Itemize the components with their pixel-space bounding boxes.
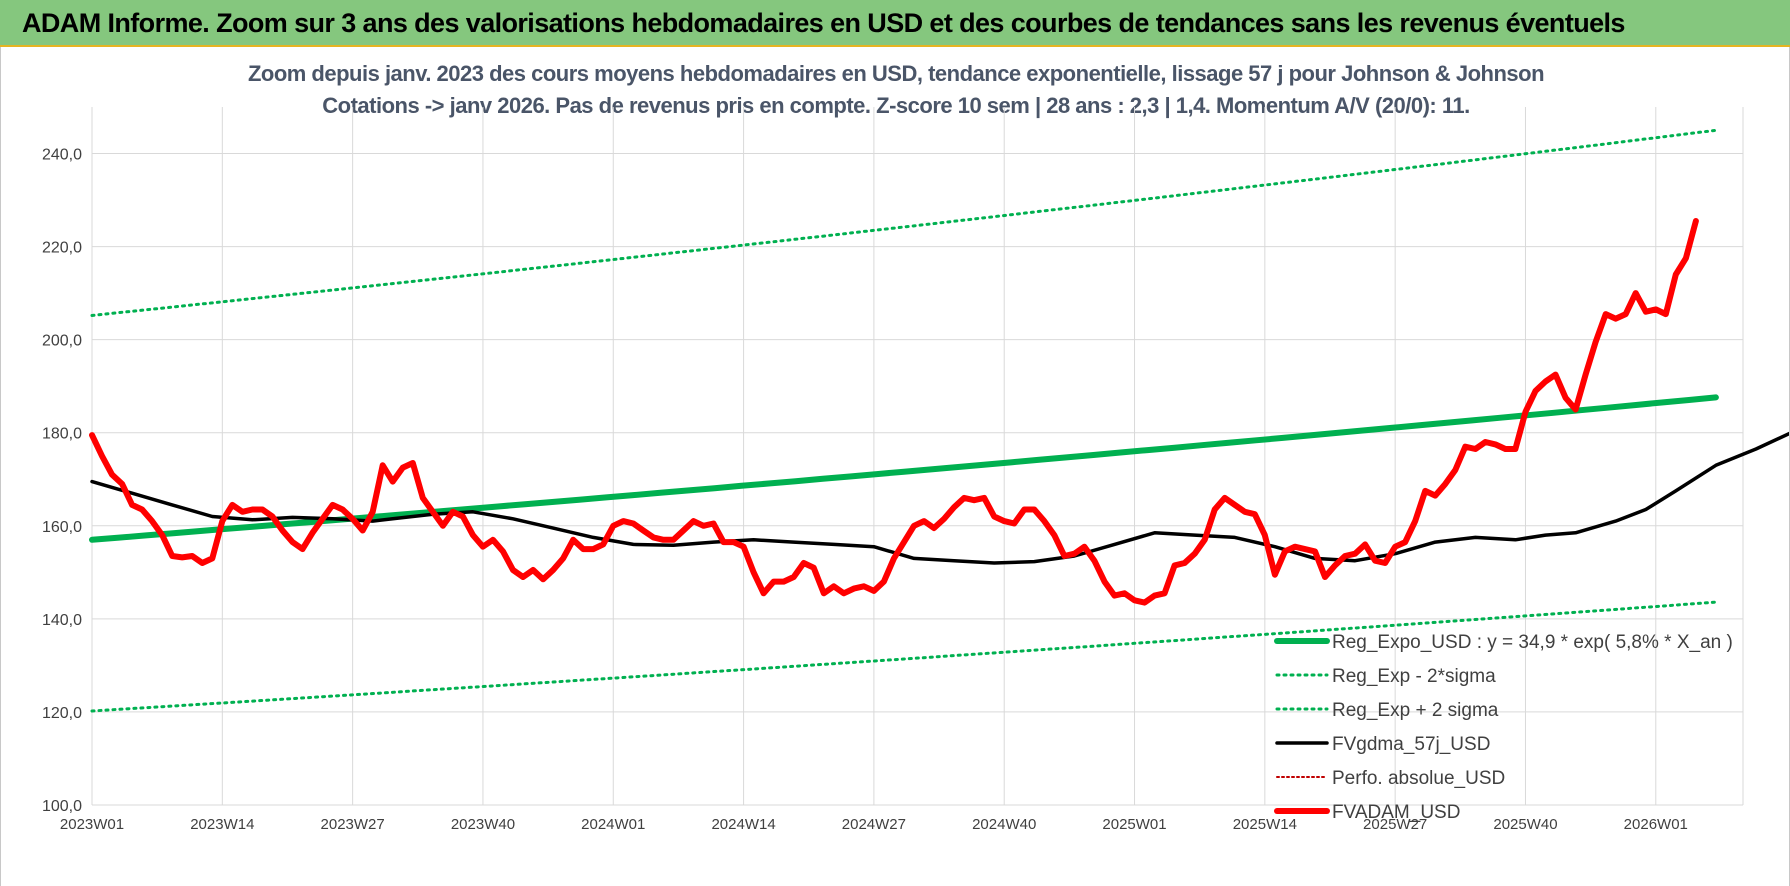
x-tick-label: 2025W14 <box>1233 816 1297 833</box>
x-tick-label: 2023W14 <box>190 816 254 833</box>
x-tick-label: 2025W27 <box>1363 816 1427 833</box>
y-tick-label: 100,0 <box>42 798 82 815</box>
report-banner-title: ADAM Informe. Zoom sur 3 ans des valoris… <box>22 8 1625 38</box>
reg-expo-line <box>89 394 1719 543</box>
legend-label-reg-plus-2sigma-line: Reg_Exp + 2 sigma <box>1332 700 1499 721</box>
y-tick-label: 220,0 <box>42 240 82 257</box>
y-tick-label: 200,0 <box>42 333 82 350</box>
y-tick-label: 120,0 <box>42 705 82 722</box>
x-tick-label: 2023W40 <box>451 816 515 833</box>
legend-label-perfo-absolue-line: Perfo. absolue_USD <box>1332 768 1505 789</box>
x-tick-label: 2026W01 <box>1624 816 1688 833</box>
x-tick-label: 2024W14 <box>711 816 775 833</box>
x-tick-label: 2025W40 <box>1493 816 1557 833</box>
x-tick-label: 2023W01 <box>60 816 124 833</box>
legend-label-reg-expo-line: Reg_Expo_USD : y = 34,9 * exp( 5,8% * X_… <box>1332 632 1733 653</box>
chart-area: Zoom depuis janv. 2023 des cours moyens … <box>0 47 1790 886</box>
y-tick-label: 180,0 <box>42 426 82 443</box>
y-tick-label: 160,0 <box>42 519 82 536</box>
y-tick-label: 240,0 <box>42 147 82 164</box>
x-tick-label: 2024W01 <box>581 816 645 833</box>
reg-plus-2sigma-line <box>90 128 1718 317</box>
chart-title-line-1: Zoom depuis janv. 2023 des cours moyens … <box>247 61 1545 86</box>
fvadam-line <box>89 218 1699 606</box>
legend-label-reg-minus-2sigma-line: Reg_Exp - 2*sigma <box>1332 666 1496 687</box>
y-tick-label: 140,0 <box>42 612 82 629</box>
x-tick-label: 2024W40 <box>972 816 1036 833</box>
chart-title-line-2: Cotations -> janv 2026. Pas de revenus p… <box>322 93 1470 118</box>
report-banner: ADAM Informe. Zoom sur 3 ans des valoris… <box>0 0 1790 47</box>
reg-minus-2sigma-line <box>90 600 1718 713</box>
legend-label-fvadam-line: FVADAM_USD <box>1332 802 1460 823</box>
legend-label-fvgdma-57j-line: FVgdma_57j_USD <box>1332 734 1490 755</box>
x-tick-label: 2024W27 <box>842 816 906 833</box>
x-tick-label: 2025W01 <box>1102 816 1166 833</box>
x-tick-label: 2023W27 <box>321 816 385 833</box>
line-chart: 100,0 120,0 140,0 160,0 180,0 200,0 220,0 240,0… <box>42 107 1789 833</box>
